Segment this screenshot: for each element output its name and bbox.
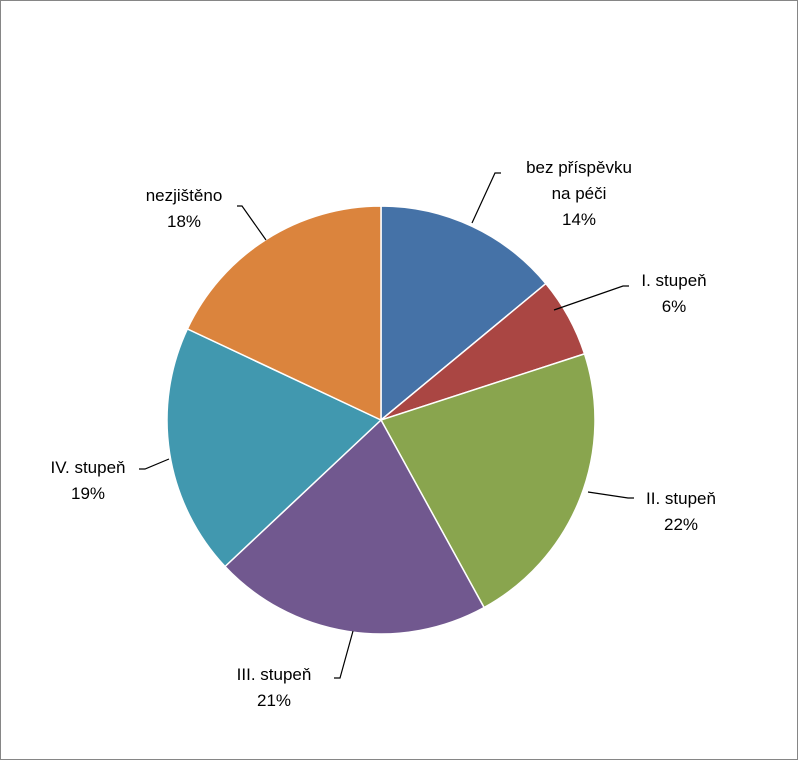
data-label-percent: 19% xyxy=(71,484,105,503)
data-label-category: IV. stupeň xyxy=(51,458,126,477)
data-label-category: I. stupeň xyxy=(641,271,706,290)
data-label-category: II. stupeň xyxy=(646,489,716,508)
pie-slices xyxy=(166,205,596,635)
leader-line-3 xyxy=(587,491,634,499)
data-label-percent: 22% xyxy=(664,515,698,534)
data-label-5: IV. stupeň 19% xyxy=(51,458,126,503)
leader-line-2 xyxy=(553,285,629,311)
data-label-percent: 14% xyxy=(562,210,596,229)
leader-line-1 xyxy=(471,172,501,224)
data-label-category: III. stupeň xyxy=(237,665,312,684)
leader-line-4 xyxy=(334,630,354,679)
data-label-percent: 21% xyxy=(257,691,291,710)
pie-slice-1 xyxy=(380,205,547,422)
data-labels: bez příspěvku na péči 14% I. stupeň 6% II. st… xyxy=(51,158,716,710)
leader-lines xyxy=(139,172,634,679)
pie-slice-3 xyxy=(379,352,596,609)
leader-line-5 xyxy=(139,458,170,470)
data-label-category: na péči xyxy=(552,184,607,203)
data-label-3: II. stupeň 22% xyxy=(646,489,716,534)
data-label-percent: 18% xyxy=(167,212,201,231)
data-label-category: nezjištěno xyxy=(146,186,223,205)
data-label-category: bez příspěvku xyxy=(526,158,632,177)
data-label-2: I. stupeň 6% xyxy=(641,271,706,316)
data-label-6: nezjištěno 18% xyxy=(146,186,223,231)
leader-line-6 xyxy=(237,205,267,241)
pie-slice-5 xyxy=(166,327,383,568)
data-label-4: III. stupeň 21% xyxy=(237,665,312,710)
pie-slice-6 xyxy=(186,205,382,422)
data-label-percent: 6% xyxy=(662,297,687,316)
data-label-1: bez příspěvku na péči 14% xyxy=(526,158,632,229)
pie-slice-4 xyxy=(223,418,486,635)
